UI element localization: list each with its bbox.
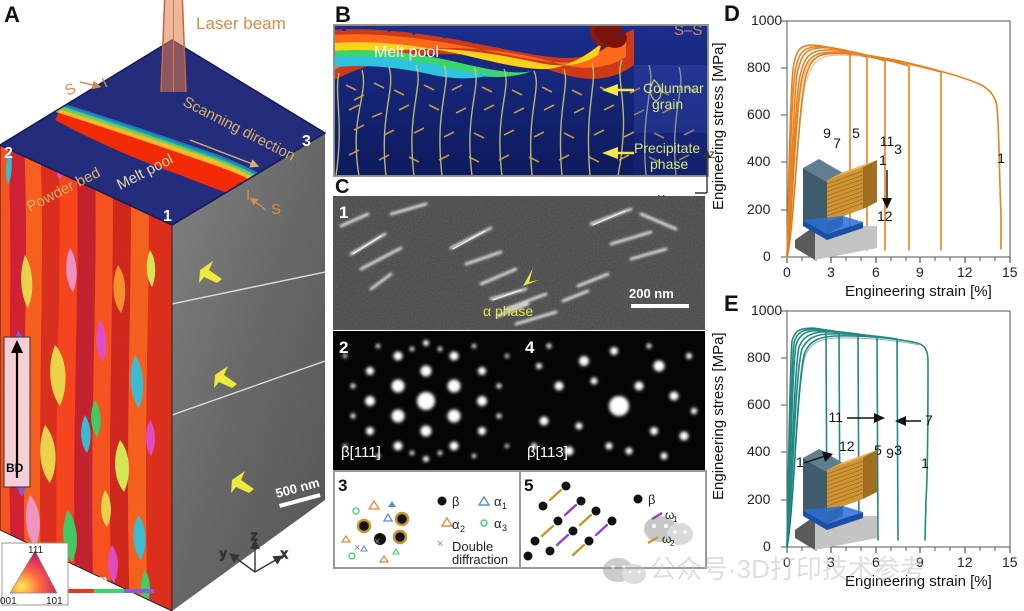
svg-text:11: 11: [880, 133, 895, 149]
svg-text:6: 6: [872, 264, 880, 280]
svg-text:5: 5: [852, 125, 860, 141]
svg-text:Engineering stress [MPa]: Engineering stress [MPa]: [710, 332, 727, 500]
svg-text:101: 101: [46, 596, 63, 607]
svg-text:001: 001: [0, 596, 17, 607]
svg-text:1: 1: [673, 515, 678, 524]
svg-text:3: 3: [338, 476, 347, 495]
svg-text:1: 1: [502, 501, 507, 511]
svg-text:β[111]: β[111]: [341, 444, 381, 461]
svg-text:×: ×: [374, 536, 380, 548]
svg-text:×: ×: [354, 542, 360, 554]
svg-text:BD: BD: [6, 461, 24, 475]
svg-text:Columnar: Columnar: [643, 80, 704, 96]
svg-text:0: 0: [783, 264, 791, 280]
svg-text:200 µm: 200 µm: [63, 572, 107, 587]
svg-text:9: 9: [823, 125, 831, 141]
svg-text:12: 12: [839, 438, 855, 454]
svg-text:2: 2: [460, 524, 465, 534]
svg-text:3: 3: [894, 141, 902, 157]
svg-text:1: 1: [163, 208, 172, 225]
svg-text:S–S: S–S: [674, 25, 702, 39]
svg-text:2: 2: [4, 145, 13, 162]
svg-text:1: 1: [997, 150, 1005, 166]
svg-text:3: 3: [894, 442, 902, 458]
svg-text:1: 1: [796, 454, 804, 470]
svg-text:800: 800: [747, 59, 771, 75]
svg-text:phase: phase: [650, 156, 688, 172]
svg-text:β: β: [452, 494, 459, 509]
svg-text:2: 2: [339, 338, 348, 357]
svg-text:diffraction: diffraction: [452, 552, 508, 567]
svg-text:5: 5: [524, 476, 533, 495]
svg-text:600: 600: [747, 396, 771, 412]
svg-text:800: 800: [747, 349, 771, 365]
svg-text:0: 0: [763, 248, 771, 264]
svg-text:1: 1: [921, 455, 929, 471]
svg-text:S: S: [271, 201, 281, 218]
svg-text:2: 2: [670, 539, 675, 548]
svg-text:α: α: [452, 517, 460, 532]
svg-text:I: I: [246, 187, 250, 204]
svg-text:12: 12: [877, 208, 893, 224]
svg-text:200: 200: [747, 201, 771, 217]
svg-text:grain: grain: [652, 96, 683, 112]
svg-text:11: 11: [828, 409, 843, 425]
svg-text:x: x: [281, 546, 288, 561]
svg-text:β: β: [648, 492, 655, 507]
svg-text:1: 1: [339, 203, 348, 222]
svg-text:7: 7: [833, 135, 841, 151]
svg-text:Engineering stress [MPa]: Engineering stress [MPa]: [710, 42, 727, 210]
svg-text:S: S: [62, 80, 79, 100]
svg-text:111: 111: [28, 545, 44, 556]
svg-text:β[113]: β[113]: [527, 444, 568, 461]
svg-text:3: 3: [827, 264, 835, 280]
svg-text:9: 9: [916, 264, 924, 280]
svg-text:9: 9: [886, 445, 894, 461]
svg-text:7: 7: [925, 412, 933, 428]
svg-text:200 nm: 200 nm: [629, 286, 674, 301]
svg-text:400: 400: [747, 443, 771, 459]
svg-text:15: 15: [1002, 264, 1018, 280]
svg-text:α: α: [494, 494, 502, 509]
svg-text:600: 600: [747, 106, 771, 122]
svg-text:1000: 1000: [751, 302, 782, 318]
svg-text:400: 400: [747, 153, 771, 169]
svg-text:α phase: α phase: [483, 303, 533, 319]
svg-text:4: 4: [525, 338, 535, 357]
svg-text:公众号·3D打印技术参考: 公众号·3D打印技术参考: [650, 554, 926, 584]
svg-text:3: 3: [502, 523, 507, 533]
svg-text:12: 12: [957, 264, 973, 280]
svg-text:200: 200: [747, 491, 771, 507]
svg-text:1000: 1000: [751, 12, 782, 28]
svg-text:×: ×: [437, 538, 443, 550]
svg-text:y: y: [220, 546, 227, 561]
svg-text:Precipitate: Precipitate: [634, 140, 700, 156]
svg-text:3: 3: [302, 133, 311, 150]
svg-text:α: α: [494, 516, 502, 531]
svg-text:Melt pool: Melt pool: [374, 44, 439, 61]
svg-text:1: 1: [879, 152, 887, 168]
svg-text:z: z: [251, 528, 258, 543]
